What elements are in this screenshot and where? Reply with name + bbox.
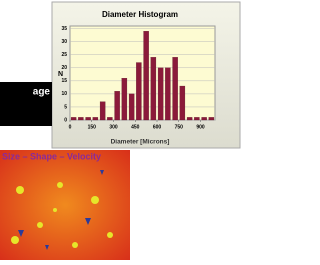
x-tick-label: 0 bbox=[69, 124, 72, 130]
y-tick-label: 35 bbox=[61, 26, 67, 32]
x-axis-label: Diameter [Microns] bbox=[111, 139, 170, 146]
caption: Size – Shape – Velocity bbox=[2, 151, 101, 161]
y-tick-label: 5 bbox=[64, 104, 67, 110]
x-tick-label: 600 bbox=[153, 124, 162, 130]
bar bbox=[165, 68, 170, 120]
bar bbox=[93, 117, 98, 120]
bar bbox=[151, 57, 156, 120]
y-axis-label: N bbox=[58, 71, 63, 78]
x-tick-label: 300 bbox=[109, 124, 118, 130]
bar bbox=[158, 68, 163, 120]
side-label: age bbox=[33, 87, 51, 98]
bar bbox=[115, 91, 120, 120]
bar bbox=[86, 117, 91, 120]
bar bbox=[180, 86, 185, 120]
bar bbox=[187, 117, 192, 120]
bar bbox=[78, 117, 83, 120]
bar bbox=[100, 102, 105, 120]
bar bbox=[122, 78, 127, 120]
screenshot: Diameter Histogram N Diameter [Microns] … bbox=[0, 0, 242, 260]
y-tick-label: 10 bbox=[61, 91, 67, 97]
chart-title: Diameter Histogram bbox=[102, 10, 178, 19]
y-tick-label: 20 bbox=[61, 65, 67, 71]
bar bbox=[202, 117, 207, 120]
bar bbox=[71, 117, 76, 120]
bar bbox=[173, 57, 178, 120]
bar bbox=[136, 63, 141, 120]
bar bbox=[107, 117, 112, 120]
bar bbox=[129, 94, 134, 120]
y-tick-label: 0 bbox=[64, 117, 67, 123]
bar bbox=[194, 117, 199, 120]
x-tick-label: 150 bbox=[88, 124, 97, 130]
y-tick-label: 30 bbox=[61, 39, 67, 45]
y-tick-label: 15 bbox=[61, 78, 67, 84]
y-tick-label: 25 bbox=[61, 52, 67, 58]
plot-area bbox=[70, 26, 215, 120]
bar bbox=[209, 117, 214, 120]
velocity-image bbox=[0, 150, 130, 260]
x-tick-label: 900 bbox=[196, 124, 205, 130]
bar bbox=[144, 31, 149, 120]
x-tick-label: 450 bbox=[131, 124, 140, 130]
x-tick-label: 750 bbox=[175, 124, 184, 130]
